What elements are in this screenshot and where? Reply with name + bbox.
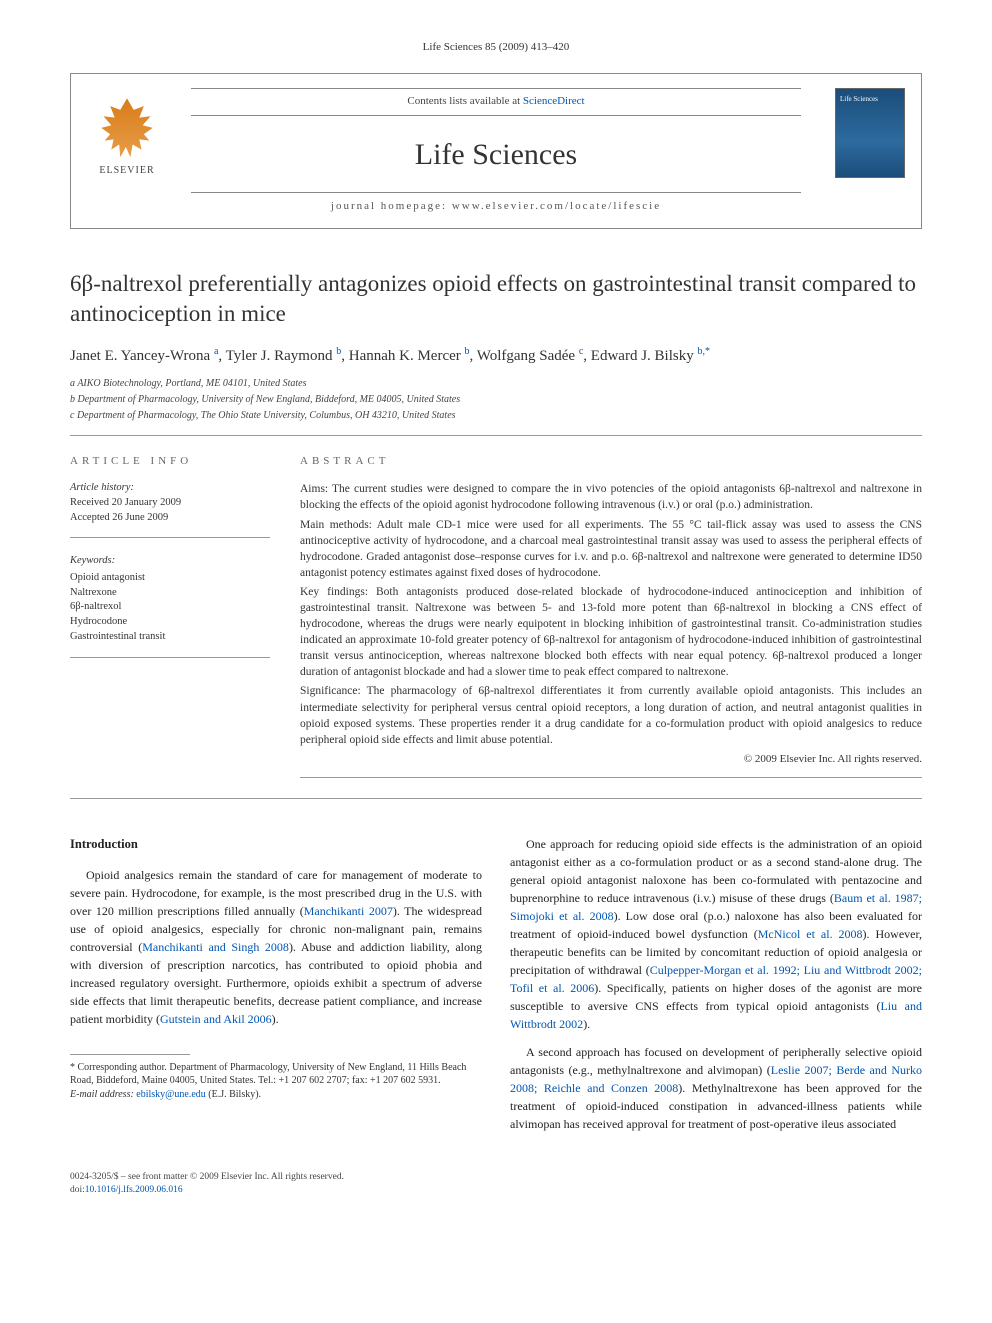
footnote-separator xyxy=(70,1054,190,1055)
body-columns: Introduction Opioid analgesics remain th… xyxy=(70,835,922,1143)
elsevier-tree-icon xyxy=(99,98,155,162)
article-info-label: article info xyxy=(70,454,270,469)
abstract-label: abstract xyxy=(300,454,922,469)
journal-title: Life Sciences xyxy=(191,134,801,176)
affiliation-c: c Department of Pharmacology, The Ohio S… xyxy=(70,409,922,423)
abstract-aims: Aims: The current studies were designed … xyxy=(300,481,922,513)
journal-cover-thumbnail: Life Sciences xyxy=(835,88,905,178)
divider xyxy=(70,798,922,799)
accepted-date: Accepted 26 June 2009 xyxy=(70,511,270,526)
abstract-significance: Significance: The pharmacology of 6β-nal… xyxy=(300,683,922,747)
doi-link[interactable]: 10.1016/j.lfs.2009.06.016 xyxy=(85,1185,183,1195)
homepage-prefix: journal homepage: xyxy=(331,200,452,212)
affiliation-a: a AIKO Biotechnology, Portland, ME 04101… xyxy=(70,377,922,391)
homepage-url[interactable]: www.elsevier.com/locate/lifescie xyxy=(452,200,661,212)
abstract-column: abstract Aims: The current studies were … xyxy=(300,454,922,778)
body-column-right: One approach for reducing opioid side ef… xyxy=(510,835,922,1143)
email-suffix: (E.J. Bilsky). xyxy=(206,1089,261,1100)
abstract-findings: Key findings: Both antagonists produced … xyxy=(300,584,922,681)
journal-header-box: ELSEVIER Contents lists available at Sci… xyxy=(70,73,922,229)
affiliation-b: b Department of Pharmacology, University… xyxy=(70,393,922,407)
abstract-methods: Main methods: Adult male CD-1 mice were … xyxy=(300,517,922,581)
divider xyxy=(70,435,922,436)
article-info-column: article info Article history: Received 2… xyxy=(70,454,270,778)
citation-link[interactable]: Manchikanti and Singh 2008 xyxy=(142,940,289,954)
body-column-left: Introduction Opioid analgesics remain th… xyxy=(70,835,482,1143)
history-label: Article history: xyxy=(70,481,270,496)
keyword: Gastrointestinal transit xyxy=(70,630,270,645)
affiliations: a AIKO Biotechnology, Portland, ME 04101… xyxy=(70,377,922,423)
sciencedirect-link[interactable]: ScienceDirect xyxy=(523,95,585,107)
abstract-text: Aims: The current studies were designed … xyxy=(300,481,922,778)
corresponding-author-note: * Corresponding author. Department of Ph… xyxy=(70,1061,482,1102)
keyword: Opioid antagonist xyxy=(70,571,270,586)
publisher-name: ELSEVIER xyxy=(99,164,154,178)
contents-line: Contents lists available at ScienceDirec… xyxy=(191,88,801,115)
info-abstract-row: article info Article history: Received 2… xyxy=(70,454,922,778)
keywords-block: Keywords: Opioid antagonist Naltrexone 6… xyxy=(70,554,270,657)
keyword: 6β-naltrexol xyxy=(70,600,270,615)
journal-reference: Life Sciences 85 (2009) 413–420 xyxy=(70,40,922,55)
homepage-line: journal homepage: www.elsevier.com/locat… xyxy=(191,192,801,214)
cover-text: Life Sciences xyxy=(840,95,878,103)
issn-line: 0024-3205/$ – see front matter © 2009 El… xyxy=(70,1171,922,1183)
citation-link[interactable]: Gutstein and Akil 2006 xyxy=(160,1012,272,1026)
corresponding-email[interactable]: ebilsky@une.edu xyxy=(136,1089,205,1100)
article-history: Article history: Received 20 January 200… xyxy=(70,481,270,538)
contents-prefix: Contents lists available at xyxy=(407,95,522,107)
introduction-heading: Introduction xyxy=(70,835,482,854)
intro-paragraph-2: One approach for reducing opioid side ef… xyxy=(510,835,922,1033)
header-center: Contents lists available at ScienceDirec… xyxy=(91,88,901,214)
email-label: E-mail address: xyxy=(70,1089,136,1100)
page-container: Life Sciences 85 (2009) 413–420 ELSEVIER… xyxy=(0,0,992,1246)
elsevier-logo: ELSEVIER xyxy=(87,88,167,178)
footer-block: 0024-3205/$ – see front matter © 2009 El… xyxy=(70,1171,922,1196)
abstract-copyright: © 2009 Elsevier Inc. All rights reserved… xyxy=(300,752,922,767)
keyword: Naltrexone xyxy=(70,586,270,601)
received-date: Received 20 January 2009 xyxy=(70,496,270,511)
keyword: Hydrocodone xyxy=(70,615,270,630)
keywords-label: Keywords: xyxy=(70,554,270,569)
paper-title: 6β-naltrexol preferentially antagonizes … xyxy=(70,269,922,329)
intro-paragraph-1: Opioid analgesics remain the standard of… xyxy=(70,866,482,1028)
corresponding-text: * Corresponding author. Department of Ph… xyxy=(70,1061,482,1088)
doi-label: doi: xyxy=(70,1185,85,1195)
intro-paragraph-3: A second approach has focused on develop… xyxy=(510,1043,922,1133)
citation-link[interactable]: McNicol et al. 2008 xyxy=(758,927,863,941)
citation-link[interactable]: Manchikanti 2007 xyxy=(304,904,393,918)
author-list: Janet E. Yancey-Wrona a, Tyler J. Raymon… xyxy=(70,345,922,367)
